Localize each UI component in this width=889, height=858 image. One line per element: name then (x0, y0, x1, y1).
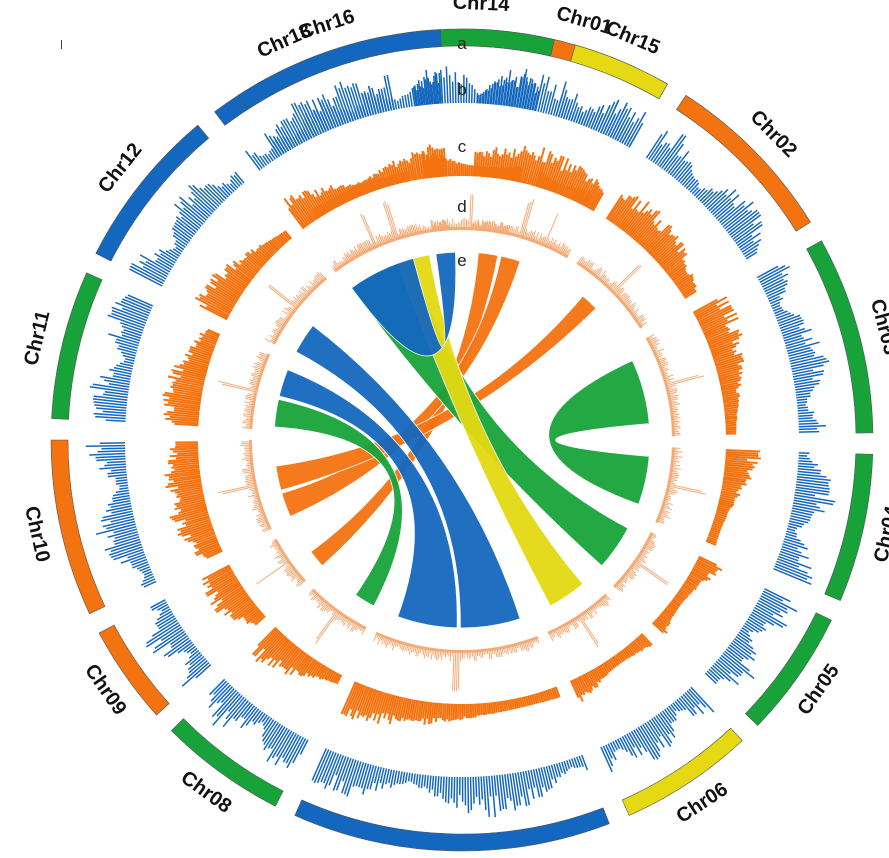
gene-density-bars-chr12 (129, 171, 245, 287)
gc-baseline-chr02 (576, 261, 643, 329)
chromosome-label-chr11: Chr11 (20, 308, 54, 367)
gc-baseline-chr11 (249, 353, 271, 430)
chromosome-ideogram-ring (50, 28, 874, 852)
gc-density-peaks-chr06 (548, 595, 611, 648)
synteny-link-chr08-chr11 (274, 398, 403, 607)
gc-baseline-chr09 (273, 538, 306, 583)
gc-baseline-chr15 (519, 235, 569, 259)
repeat-density-bars-chr04 (705, 449, 761, 546)
track-d-density (217, 194, 706, 692)
synteny-link-chr16-chr13 (350, 251, 457, 357)
chromosome-band-chr11 (51, 272, 103, 420)
gene-density-bars-chr15 (555, 81, 636, 148)
track-label-b: b (457, 80, 466, 99)
repeat-density-bars-chr03 (692, 296, 745, 435)
repeat-density-bars-chr08 (251, 626, 343, 685)
gc-density-peaks-chr16 (344, 201, 450, 263)
repeat-density-bars-chr15 (534, 171, 605, 212)
gene-density-bars-chr09 (145, 599, 212, 687)
chromosome-band-chr08 (170, 718, 284, 807)
repeat-density-bars-chr02 (605, 194, 697, 300)
gc-density-peaks-chr11 (217, 351, 268, 429)
repeat-density-bars-chr09 (201, 564, 266, 626)
chromosome-labels: Chr01Chr02Chr03Chr04Chr05Chr06Chr07Chr08… (20, 0, 889, 828)
gc-density-peaks-chr02 (577, 256, 648, 327)
gc-density-peaks-chr07 (373, 633, 540, 692)
gc-density-peaks-chr04 (657, 447, 706, 525)
gc-baseline-chr10 (249, 440, 272, 531)
repeat-density-bars-chr11 (162, 328, 221, 427)
chromosome-band-chr09 (98, 624, 170, 716)
gene-density-bars-chr04 (773, 452, 836, 585)
chromosome-band-chr10 (50, 439, 106, 615)
gc-baseline-chr07 (375, 631, 539, 653)
gc-baseline-chr14 (432, 227, 510, 236)
repeat-density-bars-chr06 (569, 633, 653, 702)
chromosome-label-chr14: Chr14 (452, 0, 510, 16)
repeat-density-bars-chr10 (164, 441, 223, 559)
track-label-a: a (457, 34, 467, 53)
track-label-e: e (457, 251, 466, 270)
gc-density-peaks-chr12 (264, 271, 326, 344)
track-label-c: c (458, 137, 467, 156)
track-labels: a b c d e (457, 34, 467, 270)
gc-baseline-chr04 (655, 447, 675, 524)
gene-density-bars-chr03 (756, 265, 830, 433)
gene-density-bars-chr08 (208, 678, 309, 769)
repeat-density-bars-chr07 (340, 681, 561, 725)
chromosome-band-chr07 (294, 799, 610, 852)
chromosome-label-chr03: Chr03 (866, 297, 889, 357)
chromosome-band-chr16 (237, 29, 442, 110)
gene-density-bars-chr14 (412, 66, 540, 112)
gene-density-bars-chr16 (263, 72, 442, 158)
gene-density-bars-chr07 (311, 748, 589, 818)
synteny-links (274, 251, 650, 629)
chromosome-band-chr04 (824, 453, 874, 601)
gene-density-bars-chr05 (704, 588, 798, 686)
chromosome-label-chr04: Chr04 (870, 503, 889, 564)
synteny-link-chr07-chr12 (295, 324, 521, 629)
chromosome-band-chr03 (806, 240, 874, 434)
gc-baseline-chr05 (613, 532, 654, 588)
stray-tick-mark (61, 40, 62, 49)
gc-baseline-chr12 (272, 276, 328, 345)
track-label-d: d (457, 197, 466, 216)
chromosome-band-chr05 (744, 612, 832, 726)
gc-density-peaks-chr14 (431, 194, 511, 234)
gc-density-peaks-chr10 (218, 441, 270, 533)
gc-baseline-chr08 (311, 588, 367, 630)
chromosome-label-chr10: Chr10 (20, 504, 54, 564)
gc-density-peaks-chr05 (614, 533, 669, 593)
gene-density-bars-chr10 (85, 442, 157, 588)
chromosome-band-chr02 (676, 94, 811, 232)
gene-density-bars-chr06 (600, 686, 715, 773)
chromosome-band-chr06 (621, 727, 743, 816)
gene-density-bars-chr11 (89, 294, 154, 422)
repeat-density-bars-chr16 (311, 144, 447, 219)
gc-density-peaks-chr15 (520, 213, 570, 257)
synteny-link-chr07-chr11 (278, 369, 458, 629)
chromosome-band-chr12 (95, 124, 210, 262)
gc-baseline-chr16 (345, 227, 452, 264)
gc-baseline-chr03 (645, 336, 675, 437)
gene-density-bars-chr02 (645, 130, 763, 260)
gc-density-peaks-chr09 (256, 540, 305, 587)
gc-density-peaks-chr08 (308, 590, 366, 644)
chromosome-label-chr15: Chr15 (602, 17, 663, 59)
gc-density-peaks-chr03 (647, 333, 705, 436)
gc-baseline-chr06 (547, 593, 608, 635)
track-c-histogram (162, 144, 761, 725)
synteny-link-chr03-chr04 (548, 360, 650, 505)
chromosome-label-chr16: Chr16 (297, 5, 358, 43)
repeat-density-bars-chr05 (652, 555, 723, 634)
repeat-density-bars-chr12 (194, 230, 292, 321)
chromosome-band-chr15 (570, 44, 668, 100)
track-b-histogram (85, 66, 836, 818)
